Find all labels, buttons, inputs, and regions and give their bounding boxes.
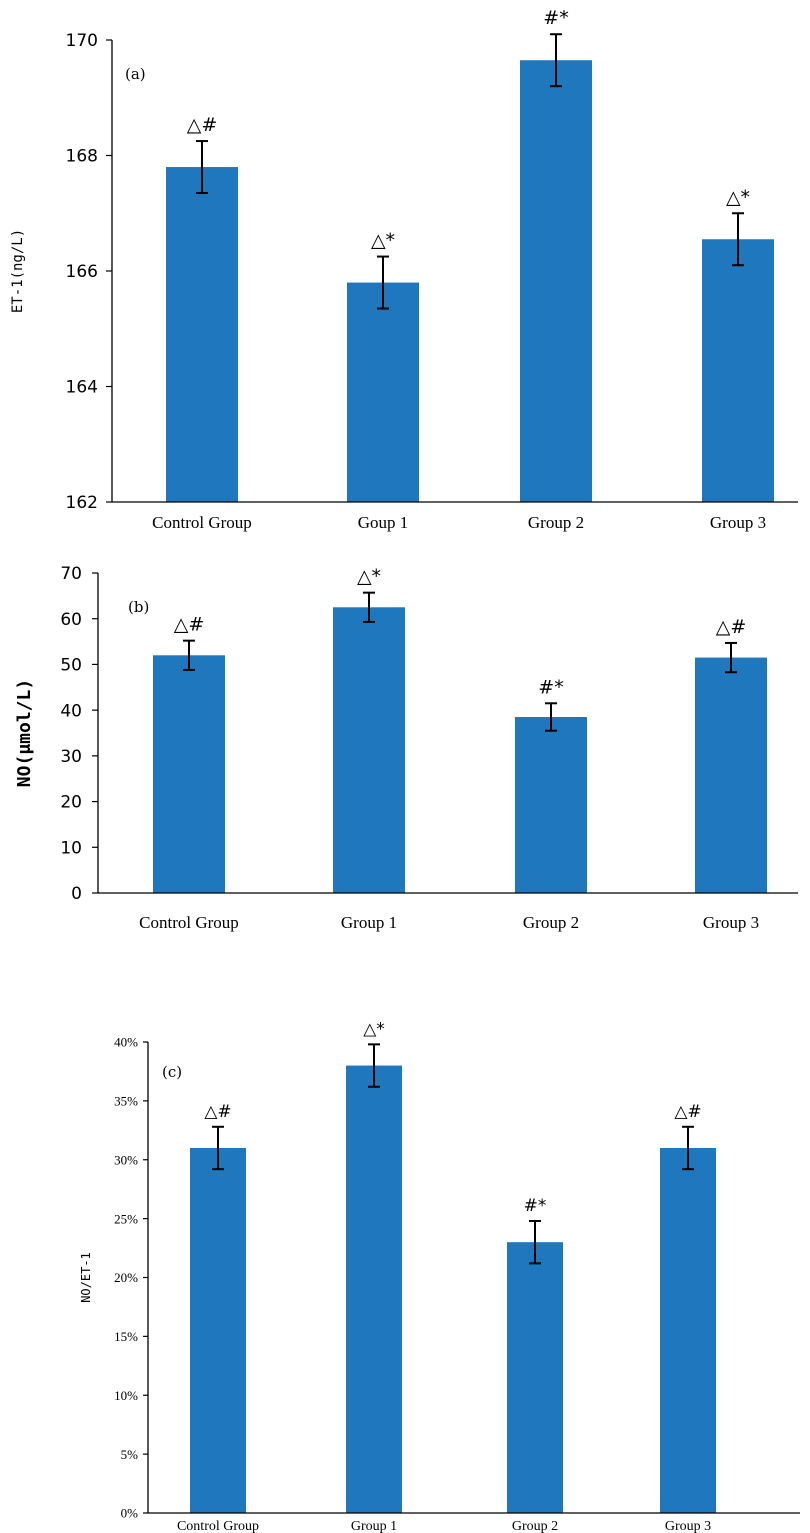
error-bar-1: [196, 140, 208, 195]
chart-panel-1: △# △* #* △* 162 164 166 168 170 Control Group Goup…: [10, 7, 798, 532]
category-label-1: Control Group: [177, 1519, 259, 1533]
error-bar-4: [725, 641, 737, 674]
y-tick-label: 20: [60, 793, 82, 813]
significance-label-1: △#: [174, 614, 205, 636]
y-tick-label: 70: [60, 564, 82, 584]
bar-1: [166, 167, 238, 503]
category-label-1: Control Group: [152, 513, 252, 532]
error-bar-1: [183, 639, 195, 671]
y-axis-label: ET-1(ng/L): [10, 229, 26, 313]
bar-2: [346, 1065, 402, 1513]
category-label-3: Group 2: [523, 913, 579, 932]
error-bar-2: [377, 255, 389, 310]
bar-3: [507, 1242, 563, 1513]
y-tick-label: 25%: [114, 1211, 138, 1226]
y-tick-label: 50: [60, 656, 82, 676]
error-bar-3: [529, 1219, 541, 1265]
y-tick-label: 60: [60, 610, 82, 630]
category-label-4: Group 3: [703, 913, 759, 932]
y-tick-label: 5%: [121, 1447, 139, 1462]
category-label-3: Group 2: [512, 1519, 558, 1533]
y-tick-label: 166: [66, 262, 98, 282]
y-tick-label: 10: [60, 838, 82, 858]
significance-label-3: #*: [538, 676, 563, 698]
chart-panel-3: △# △* #* △# 0% 5% 10% 15% 20% 25% 30% 35% 40% Control…: [79, 1019, 800, 1533]
significance-label-2: △*: [371, 230, 395, 252]
chart-panel-2: △# △* #* △# 0 10 20 30 40 50 60 70 Control Group Grou…: [14, 564, 798, 932]
y-tick-label: 164: [66, 378, 98, 398]
error-bar-3: [550, 33, 562, 88]
bar-1: [153, 655, 225, 893]
error-bar-4: [732, 212, 744, 267]
category-label-2: Goup 1: [358, 513, 409, 532]
panel-label: (c): [162, 1063, 182, 1081]
bar-3: [520, 60, 592, 503]
y-tick-label: 15%: [114, 1329, 138, 1344]
y-tick-label: 20%: [114, 1270, 138, 1285]
error-bar-1: [212, 1125, 224, 1171]
error-bar-3: [545, 702, 557, 732]
y-tick-label: 0%: [121, 1506, 139, 1521]
error-bar-4: [682, 1125, 694, 1171]
significance-label-4: △#: [674, 1102, 701, 1122]
y-tick-label: 30: [60, 747, 82, 767]
significance-label-1: △#: [204, 1102, 231, 1122]
y-tick-label: 168: [66, 147, 98, 167]
bar-4: [695, 657, 767, 893]
bar-1: [190, 1147, 246, 1513]
y-tick-label: 162: [66, 493, 98, 513]
significance-label-4: △#: [716, 616, 747, 638]
panel-label: (b): [128, 598, 149, 616]
bar-4: [702, 239, 774, 503]
category-label-2: Group 1: [341, 913, 397, 932]
bar-4: [660, 1147, 716, 1513]
panel-label: (a): [125, 65, 146, 83]
category-label-1: Control Group: [139, 913, 239, 932]
error-bar-2: [363, 591, 375, 623]
bar-3: [515, 717, 587, 893]
significance-label-1: △#: [187, 114, 218, 136]
y-axis-label: NO(μmol/L): [14, 679, 35, 787]
bar-2: [333, 607, 405, 893]
y-axis-label: NO/ET-1: [79, 1252, 93, 1303]
y-tick-label: 40%: [114, 1035, 138, 1050]
y-tick-label: 10%: [114, 1388, 138, 1403]
bar-2: [347, 282, 419, 502]
significance-label-4: △*: [726, 186, 750, 208]
y-tick-label: 35%: [114, 1094, 138, 1109]
y-tick-label: 0: [71, 884, 82, 904]
y-tick-label: 40: [60, 701, 82, 721]
error-bar-2: [368, 1043, 380, 1088]
significance-label-3: #*: [543, 7, 568, 29]
category-label-3: Group 2: [528, 513, 584, 532]
y-tick-label: 30%: [114, 1152, 138, 1167]
significance-label-3: #*: [524, 1196, 547, 1216]
significance-label-2: △*: [357, 566, 381, 588]
category-label-2: Group 1: [351, 1519, 397, 1533]
category-label-4: Group 3: [710, 513, 766, 532]
y-tick-label: 170: [66, 31, 98, 51]
significance-label-2: △*: [363, 1019, 385, 1039]
category-label-4: Group 3: [665, 1519, 711, 1533]
